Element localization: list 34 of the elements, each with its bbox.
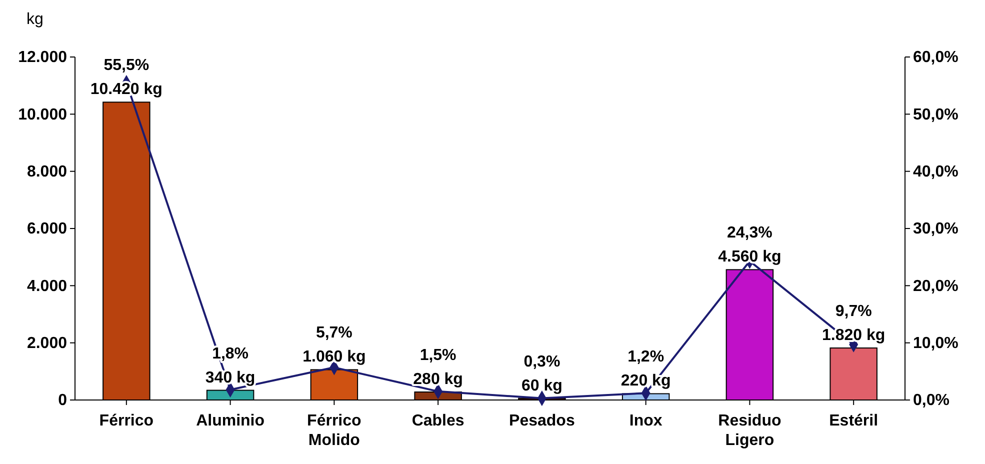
y2-tick-label: 60,0%	[913, 49, 958, 66]
x-tick-label: Férrico	[99, 412, 154, 430]
y-tick-label: 12.000	[18, 49, 68, 66]
x-tick-label: Estéril	[829, 412, 878, 430]
data-label: 1,2%	[628, 348, 664, 366]
data-label: 1,5%	[420, 346, 456, 364]
y-tick-label: 8.000	[26, 163, 68, 180]
x-tick-label: Residuo Ligero	[718, 412, 782, 449]
data-label: 9,7%	[835, 302, 872, 320]
y-tick-label: 4.000	[26, 278, 68, 295]
y-tick-label: 2.000	[26, 334, 68, 352]
data-label: 280 kg	[413, 370, 463, 388]
y-tick-label: 10.000	[18, 106, 68, 124]
y-tick-label: 0	[58, 392, 68, 410]
data-label: 24,3%	[727, 224, 772, 242]
data-label: 60 kg	[521, 377, 562, 394]
data-label: 0,3%	[524, 353, 560, 370]
data-label: 5,7%	[316, 324, 352, 342]
x-tick-label: Cables	[412, 412, 464, 430]
y2-tick-label: 50,0%	[913, 106, 958, 124]
data-label: 1.060 kg	[302, 348, 366, 366]
y2-tick-label: 10,0%	[913, 334, 958, 352]
data-label: 55,5%	[104, 57, 150, 74]
y2-tick-label: 0,0%	[913, 392, 950, 410]
y2-tick-label: 30,0%	[913, 220, 958, 238]
x-tick-label: Férrico Molido	[307, 412, 362, 449]
y-axis-title: kg	[26, 11, 44, 28]
x-tick-label: Inox	[629, 412, 662, 430]
x-tick-label: Aluminio	[196, 412, 265, 430]
y2-tick-label: 20,0%	[913, 278, 958, 295]
y2-tick-label: 40,0%	[913, 163, 958, 180]
data-label: 220 kg	[620, 372, 671, 390]
x-tick-label: Pesados	[509, 412, 575, 430]
y-tick-label: 6.000	[26, 220, 68, 238]
